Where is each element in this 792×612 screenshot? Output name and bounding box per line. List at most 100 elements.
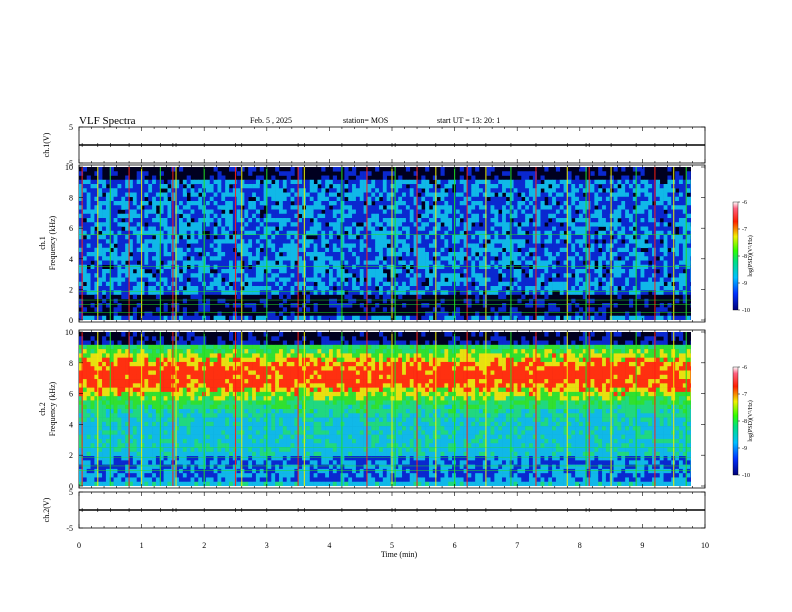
spectrogram-cell: [79, 391, 84, 397]
spectrogram-cell: [259, 196, 264, 202]
spectrogram-cell: [125, 434, 130, 440]
spectrogram-cell: [305, 260, 311, 266]
spectrogram-cell: [413, 239, 418, 244]
spectrogram-cell: [82, 374, 87, 380]
spectrogram-cell: [182, 201, 187, 206]
spectrogram-cell: [109, 230, 114, 236]
spectrogram-cell: [117, 226, 122, 232]
spectrogram-cell: [159, 290, 164, 295]
spectrogram-cell: [563, 277, 568, 283]
spectrogram-cell: [102, 235, 107, 240]
spectrogram-cell: [413, 247, 418, 253]
spectrogram-cell: [490, 260, 495, 266]
spectrogram-cell: [232, 213, 237, 219]
spectrogram-cell: [313, 273, 318, 278]
spectrogram-cell: [286, 252, 291, 257]
spectrogram-cell: [228, 188, 234, 193]
spectrogram-cell: [140, 286, 145, 291]
spectrogram-cell: [398, 226, 403, 232]
spectrogram-cell: [425, 239, 430, 244]
spectrogram-cell: [548, 269, 553, 274]
spectrogram-cell: [282, 307, 287, 312]
spectrogram-cell: [640, 243, 645, 249]
spectrogram-cell: [563, 269, 568, 274]
spectrogram-cell: [571, 235, 576, 240]
spectrogram-cell: [159, 218, 164, 223]
spectrogram-cell: [555, 218, 561, 223]
spectrogram-cell: [428, 184, 434, 189]
spectrogram-cell: [625, 315, 630, 320]
spectrogram-cell: [486, 235, 491, 240]
spectrogram-cell: [625, 252, 630, 257]
spectrogram-cell: [652, 213, 657, 219]
spectrogram-cell: [305, 209, 311, 215]
spectrogram-cell: [686, 247, 691, 253]
spectrogram-cell: [194, 281, 199, 287]
spectrogram-cell: [98, 400, 103, 406]
spectrogram-cell: [682, 239, 687, 244]
spectrogram-cell: [405, 179, 411, 185]
spectrogram-cell: [521, 218, 526, 223]
spectrogram-cell: [536, 273, 541, 278]
spectrogram-cell: [609, 205, 614, 210]
spectrogram-cell: [190, 290, 195, 295]
spectrogram-cell: [140, 209, 145, 215]
spectrogram-cell: [352, 192, 357, 198]
spectrogram-cell: [248, 290, 253, 295]
spectrogram-cell: [655, 230, 661, 236]
spectrogram-cell: [117, 481, 122, 486]
spectrogram-cell: [113, 239, 118, 244]
spectrogram-cell: [413, 218, 418, 223]
spectrogram-cell: [79, 179, 84, 185]
spectrogram-cell: [578, 218, 584, 223]
spectrogram-cell: [548, 226, 553, 232]
spectrogram-cell: [286, 218, 291, 223]
spectrogram-cell: [175, 213, 180, 219]
spectrogram-cell: [109, 460, 114, 465]
spectrogram-cell: [459, 201, 464, 206]
spectrogram-cell: [275, 230, 280, 236]
spectrogram-cell: [590, 226, 595, 232]
spectrogram-cell: [86, 409, 91, 414]
spectrogram-cell: [436, 230, 441, 236]
spectrogram-cell: [228, 222, 234, 227]
spectrogram-cell: [471, 264, 476, 270]
spectrogram-cell: [575, 290, 580, 295]
spectrogram-cell: [98, 387, 103, 393]
spectrogram-cell: [571, 286, 576, 291]
spectrogram-cell: [509, 226, 514, 232]
spectrogram-cell: [240, 222, 245, 227]
spectrogram-cell: [686, 184, 691, 189]
spectrogram-cell: [102, 460, 107, 465]
spectrogram-cell: [455, 179, 461, 185]
spectrogram-cell: [621, 201, 626, 206]
spectrogram-cell: [459, 175, 464, 181]
spectrogram-cell: [344, 273, 349, 278]
spectrogram-cell: [113, 273, 118, 278]
spectrogram-cell: [209, 281, 214, 287]
spectrogram-cell: [117, 205, 122, 210]
spectrogram-cell: [548, 179, 553, 185]
spectrogram-cell: [236, 264, 241, 270]
spectrogram-cell: [405, 188, 411, 193]
spectrogram-cell: [190, 226, 195, 232]
spectrogram-cell: [190, 230, 195, 236]
spectrogram-cell: [578, 260, 584, 266]
spectrogram-cell: [205, 273, 211, 278]
spectrogram-cell: [90, 413, 95, 418]
spectrogram-cell: [259, 205, 264, 210]
spectrogram-cell: [79, 430, 84, 435]
spectrogram-cell: [298, 188, 303, 193]
spectrogram-cell: [440, 230, 445, 236]
spectrogram-cell: [386, 196, 391, 202]
spectrogram-cell: [505, 188, 511, 193]
spectrogram-cell: [471, 209, 476, 215]
spectrogram-cell: [344, 247, 349, 253]
spectrogram-cell: [678, 315, 684, 320]
spectrogram-cell: [213, 239, 218, 244]
spectrogram-cell: [105, 370, 111, 376]
spectrogram-cell: [563, 226, 568, 232]
spectrogram-cell: [575, 213, 580, 219]
spectrogram-cell: [690, 286, 691, 291]
spectrogram-cell: [128, 239, 134, 244]
